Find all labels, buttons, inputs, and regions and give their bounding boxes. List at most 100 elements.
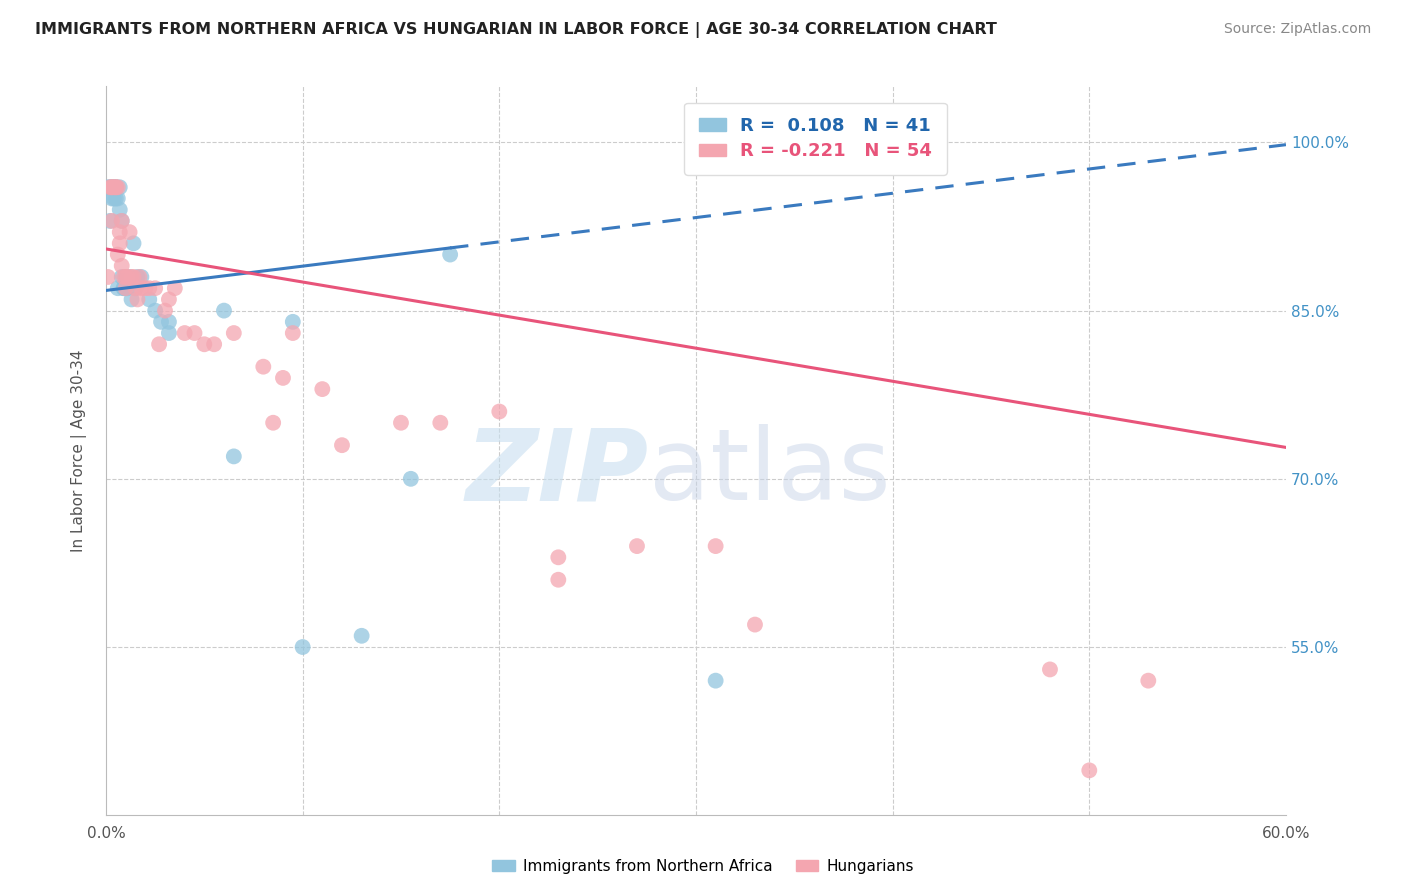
Point xyxy=(157,326,180,340)
Point xyxy=(108,225,131,239)
Point xyxy=(222,326,245,340)
Point xyxy=(704,539,727,553)
Point xyxy=(252,359,274,374)
Point xyxy=(104,180,127,194)
Point xyxy=(98,180,121,194)
Point xyxy=(131,270,153,285)
Point xyxy=(183,326,205,340)
Point xyxy=(547,550,569,565)
Point xyxy=(107,192,129,206)
Point xyxy=(281,315,304,329)
Point xyxy=(128,270,150,285)
Point xyxy=(117,281,139,295)
Point xyxy=(163,281,186,295)
Point xyxy=(117,270,139,285)
Point xyxy=(271,371,294,385)
Point xyxy=(114,281,136,295)
Point xyxy=(157,315,180,329)
Point xyxy=(114,281,136,295)
Point xyxy=(121,293,143,307)
Point xyxy=(429,416,451,430)
Text: IMMIGRANTS FROM NORTHERN AFRICA VS HUNGARIAN IN LABOR FORCE | AGE 30-34 CORRELAT: IMMIGRANTS FROM NORTHERN AFRICA VS HUNGA… xyxy=(35,22,997,38)
Point xyxy=(111,214,134,228)
Point xyxy=(104,180,127,194)
Point xyxy=(101,214,124,228)
Point xyxy=(108,202,131,217)
Point xyxy=(704,673,727,688)
Point xyxy=(138,293,160,307)
Point xyxy=(148,337,170,351)
Point xyxy=(111,214,134,228)
Point xyxy=(118,270,141,285)
Point xyxy=(547,573,569,587)
Point xyxy=(124,281,146,295)
Point xyxy=(108,236,131,251)
Point xyxy=(291,640,314,654)
Point xyxy=(281,326,304,340)
Text: Source: ZipAtlas.com: Source: ZipAtlas.com xyxy=(1223,22,1371,37)
Point xyxy=(1137,673,1160,688)
Point xyxy=(118,225,141,239)
Point xyxy=(112,281,135,295)
Point xyxy=(127,293,149,307)
Point xyxy=(111,259,134,273)
Point xyxy=(399,472,422,486)
Point xyxy=(626,539,648,553)
Point xyxy=(104,192,127,206)
Point xyxy=(108,180,131,194)
Point xyxy=(114,270,136,285)
Point xyxy=(97,270,120,285)
Point xyxy=(112,281,135,295)
Point xyxy=(157,293,180,307)
Point xyxy=(101,192,124,206)
Point xyxy=(122,270,145,285)
Point xyxy=(193,337,215,351)
Point xyxy=(744,617,766,632)
Point xyxy=(97,180,120,194)
Point xyxy=(98,214,121,228)
Point xyxy=(173,326,195,340)
Point xyxy=(107,180,129,194)
Point xyxy=(143,281,166,295)
Point xyxy=(103,180,125,194)
Point xyxy=(131,281,153,295)
Point xyxy=(112,270,135,285)
Point xyxy=(121,270,143,285)
Legend: Immigrants from Northern Africa, Hungarians: Immigrants from Northern Africa, Hungari… xyxy=(486,853,920,880)
Point xyxy=(101,180,124,194)
Text: atlas: atlas xyxy=(648,425,890,521)
Point xyxy=(1039,662,1062,676)
Point xyxy=(350,629,373,643)
Point xyxy=(104,180,127,194)
Point xyxy=(202,337,225,351)
Point xyxy=(127,270,149,285)
Point xyxy=(107,281,129,295)
Point xyxy=(212,303,235,318)
Point xyxy=(330,438,353,452)
Legend: R =  0.108   N = 41, R = -0.221   N = 54: R = 0.108 N = 41, R = -0.221 N = 54 xyxy=(685,103,946,175)
Point xyxy=(122,236,145,251)
Point xyxy=(439,247,461,261)
Y-axis label: In Labor Force | Age 30-34: In Labor Force | Age 30-34 xyxy=(72,350,87,552)
Point xyxy=(114,270,136,285)
Text: ZIP: ZIP xyxy=(465,425,648,521)
Point xyxy=(111,270,134,285)
Point xyxy=(101,180,124,194)
Point xyxy=(488,404,510,418)
Point xyxy=(262,416,284,430)
Point xyxy=(107,247,129,261)
Point xyxy=(138,281,160,295)
Point xyxy=(101,180,124,194)
Point xyxy=(153,303,176,318)
Point xyxy=(222,450,245,464)
Point xyxy=(134,281,156,295)
Point xyxy=(104,180,127,194)
Point xyxy=(1078,764,1101,778)
Point xyxy=(103,192,125,206)
Point xyxy=(101,180,124,194)
Point xyxy=(98,180,121,194)
Point xyxy=(143,303,166,318)
Point xyxy=(150,315,173,329)
Point xyxy=(389,416,412,430)
Point xyxy=(124,281,146,295)
